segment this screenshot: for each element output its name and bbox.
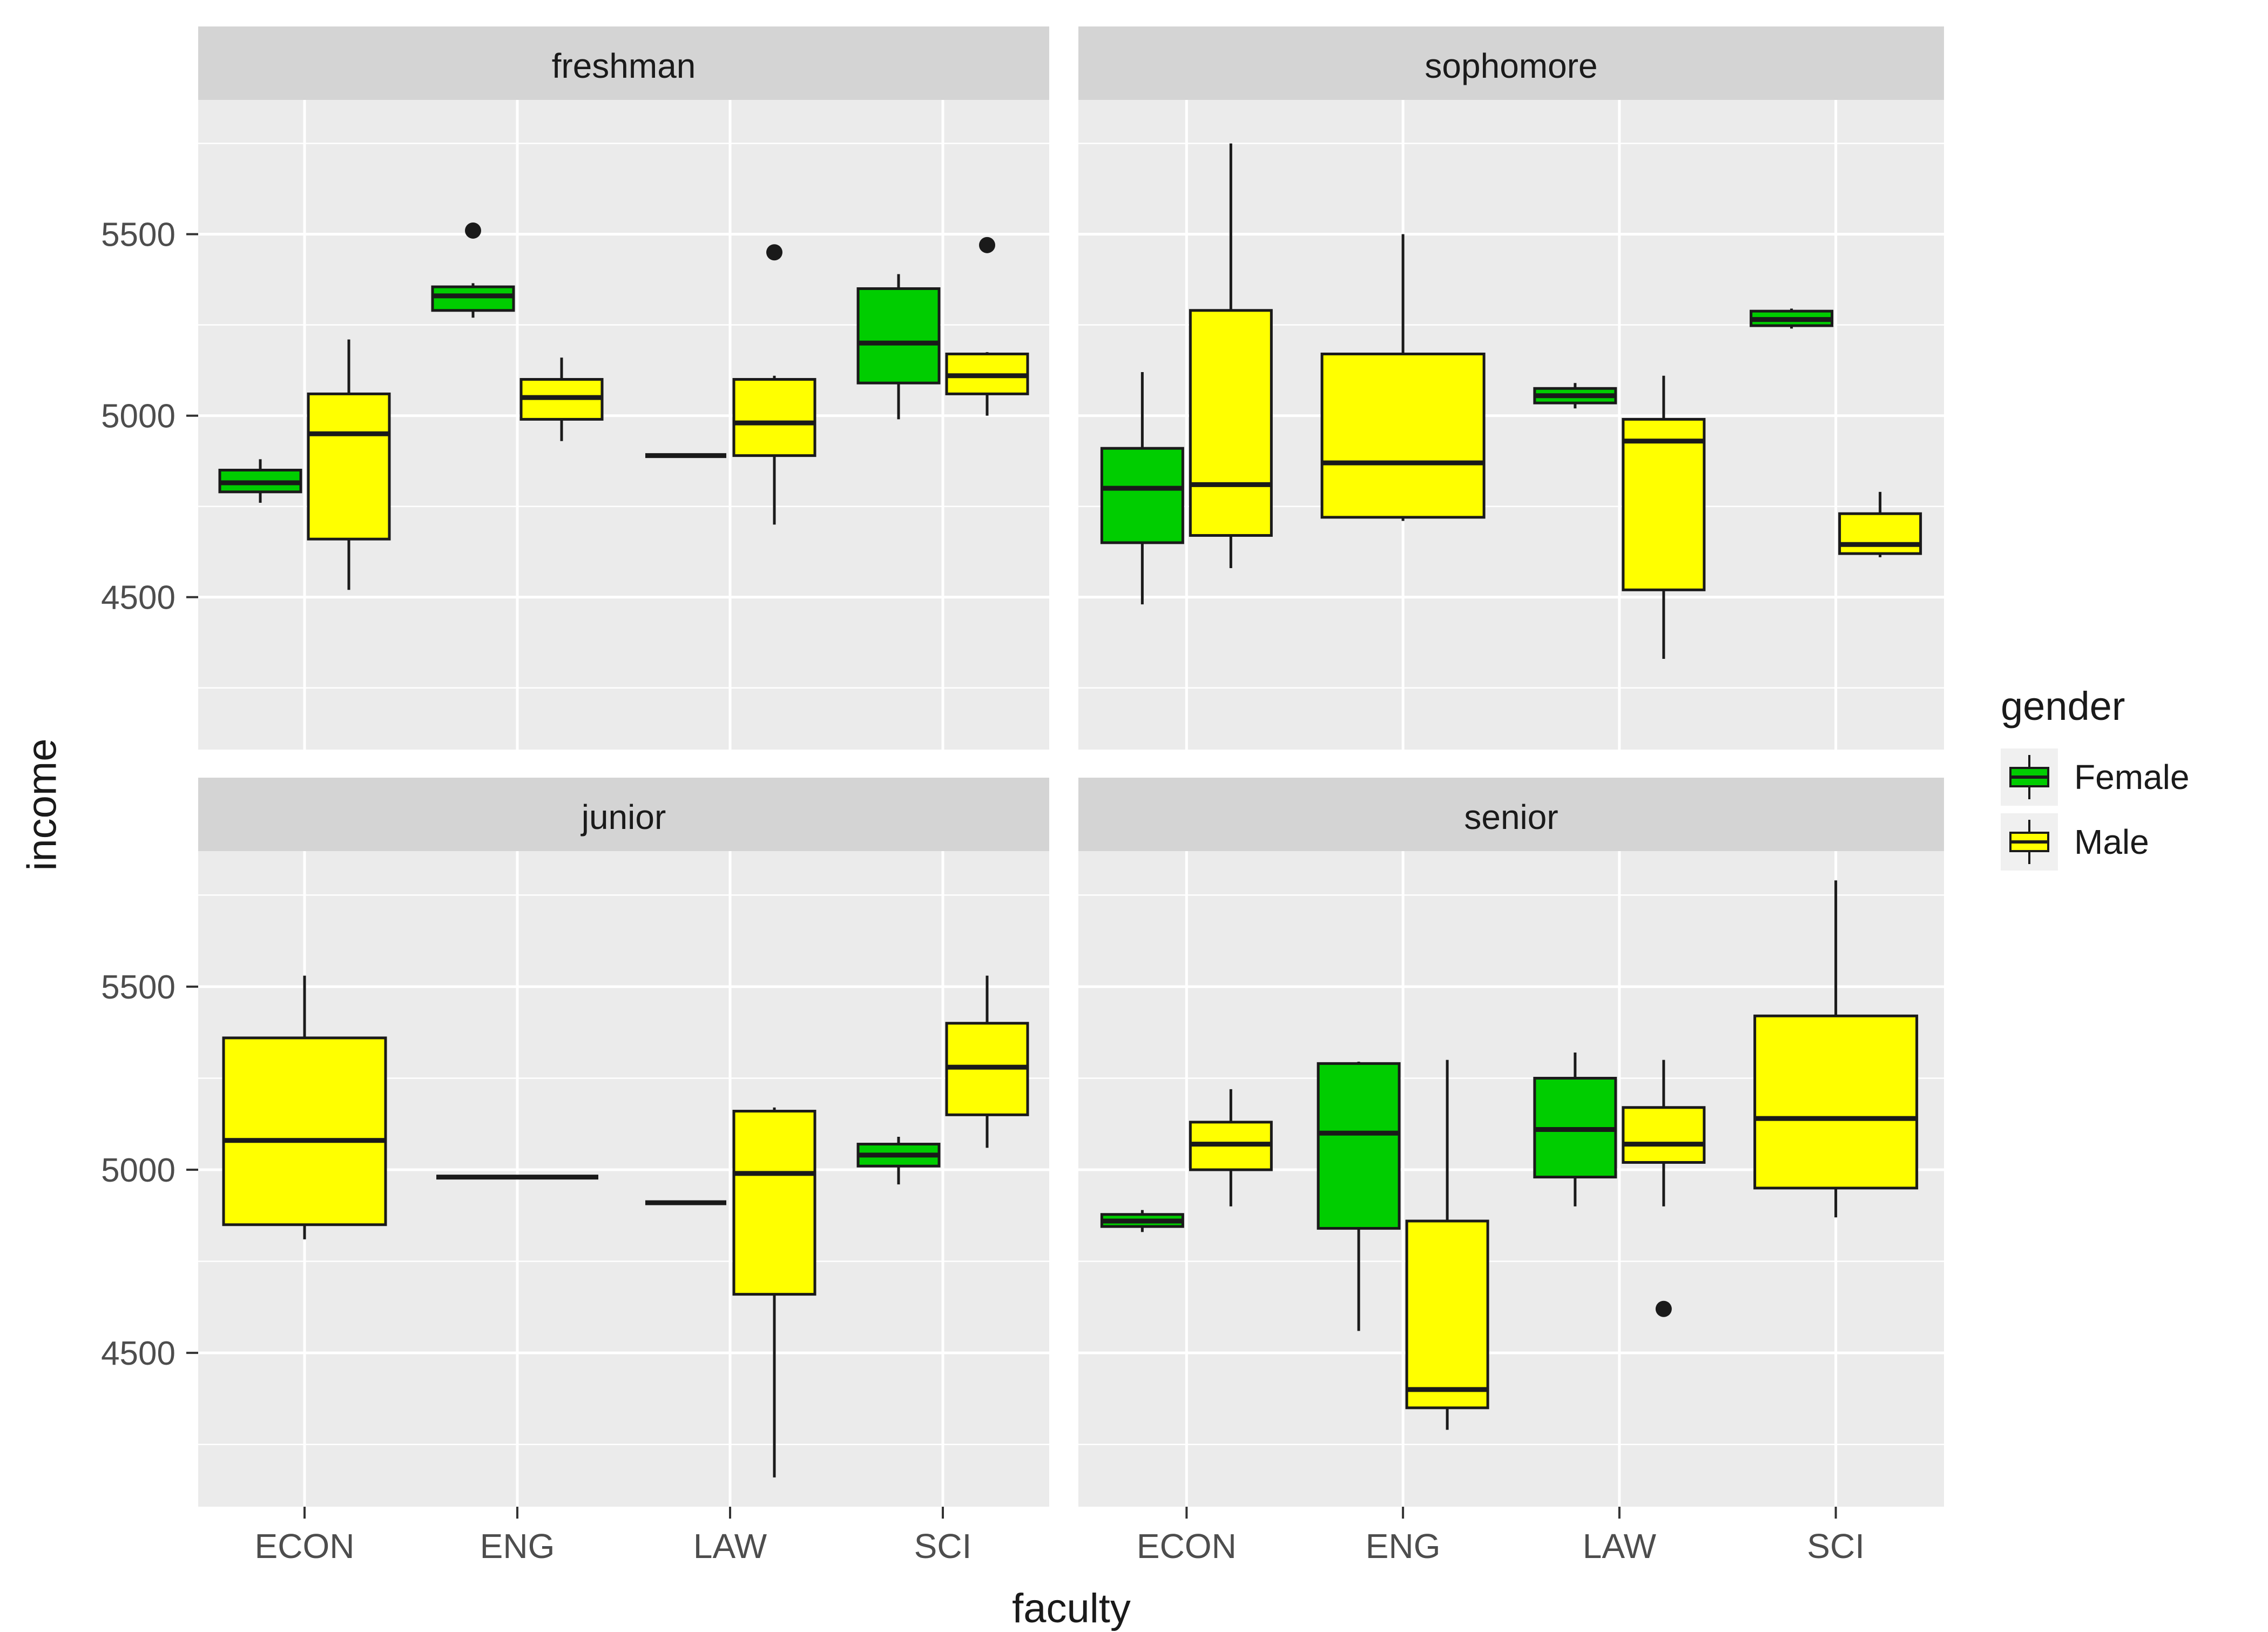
box-sophomore-sci-female bbox=[1750, 308, 1834, 329]
box-freshman-law-male bbox=[732, 244, 816, 525]
facet-strip-label-junior: junior bbox=[580, 798, 666, 837]
facet-strip-junior bbox=[198, 778, 1049, 851]
box-freshman-econ-male bbox=[307, 339, 391, 590]
box-junior-law-male bbox=[732, 1107, 816, 1478]
legend-item-male: Male bbox=[2001, 813, 2189, 871]
x-tick-label: ECON bbox=[1137, 1527, 1237, 1566]
y-axis-title: income bbox=[19, 738, 65, 871]
x-axis-title: faculty bbox=[1012, 1586, 1131, 1631]
box-sophomore-eng-male bbox=[1320, 234, 1486, 521]
y-tick-label: 5500 bbox=[101, 217, 176, 254]
box-sophomore-sci-male bbox=[1838, 491, 1922, 557]
facet-freshman: freshman bbox=[198, 26, 1049, 750]
legend-label-male: Male bbox=[2074, 822, 2149, 861]
box-senior-eng-female bbox=[1317, 1061, 1401, 1331]
x-tick-label: SCI bbox=[914, 1527, 972, 1566]
box-senior-eng-male bbox=[1405, 1060, 1489, 1430]
box-freshman-eng-female bbox=[431, 222, 515, 318]
outlier-point bbox=[979, 237, 995, 253]
outlier-point bbox=[766, 244, 782, 261]
facet-strip-freshman bbox=[198, 26, 1049, 100]
facet-senior: senior bbox=[1078, 778, 1944, 1507]
y-tick-label: 4500 bbox=[101, 1335, 176, 1372]
box-senior-sci-male bbox=[1753, 880, 1919, 1218]
facet-strip-sophomore bbox=[1078, 26, 1944, 100]
facet-strip-label-sophomore: sophomore bbox=[1425, 46, 1597, 85]
x-tick-label: LAW bbox=[1583, 1527, 1657, 1566]
facet-junior: junior bbox=[198, 778, 1049, 1507]
box-freshman-eng-male bbox=[519, 358, 604, 441]
facet-strip-label-senior: senior bbox=[1464, 798, 1558, 837]
legend-item-female: Female bbox=[2001, 748, 2189, 806]
box-freshman-sci-male bbox=[945, 237, 1029, 416]
facet-strip-senior bbox=[1078, 778, 1944, 851]
box-freshman-econ-female bbox=[218, 459, 302, 503]
x-tick-label: ENG bbox=[480, 1527, 555, 1566]
legend-label-female: Female bbox=[2074, 758, 2190, 797]
y-tick-label: 5000 bbox=[101, 1152, 176, 1189]
outlier-point bbox=[1655, 1300, 1672, 1317]
box-freshman-sci-female bbox=[856, 274, 941, 420]
y-tick-label: 5500 bbox=[101, 969, 176, 1006]
male-boxplot-key-icon bbox=[2001, 813, 2058, 871]
box-sophomore-law-female bbox=[1533, 383, 1617, 409]
box-junior-sci-female bbox=[856, 1137, 941, 1185]
facet-strip-label-freshman: freshman bbox=[552, 46, 696, 85]
box-senior-econ-male bbox=[1189, 1089, 1273, 1206]
x-tick-label: SCI bbox=[1807, 1527, 1865, 1566]
x-tick-label: LAW bbox=[693, 1527, 767, 1566]
y-tick-label: 4500 bbox=[101, 579, 176, 617]
legend-title: gender bbox=[2001, 684, 2125, 729]
outlier-point bbox=[465, 222, 481, 239]
box-junior-econ-male bbox=[222, 975, 387, 1239]
legend: gender Female Male bbox=[2001, 683, 2189, 878]
box-senior-econ-female bbox=[1100, 1210, 1184, 1232]
box-sophomore-econ-male bbox=[1189, 143, 1273, 568]
box-senior-law-male bbox=[1622, 1060, 1706, 1317]
y-tick-label: 5000 bbox=[101, 398, 176, 435]
female-boxplot-key-icon bbox=[2001, 748, 2058, 806]
x-tick-label: ENG bbox=[1366, 1527, 1441, 1566]
facet-sophomore: sophomore bbox=[1078, 26, 1944, 750]
box-junior-sci-male bbox=[945, 975, 1029, 1148]
box-senior-law-female bbox=[1533, 1053, 1617, 1206]
box-sophomore-econ-female bbox=[1100, 372, 1184, 605]
x-tick-label: ECON bbox=[255, 1527, 355, 1566]
box-sophomore-law-male bbox=[1622, 375, 1706, 659]
